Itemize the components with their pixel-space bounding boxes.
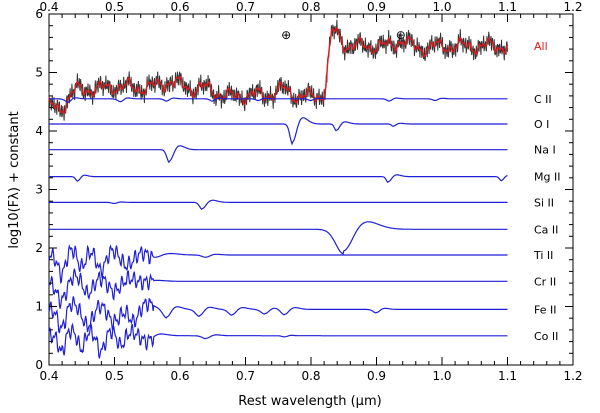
x-tick-label-top: 0.8 [301,0,320,14]
y-axis-title: log10(Fλ) + constant [7,111,22,248]
series-line-fe-ii [48,296,508,334]
axis-ticks: 0.4 0.4 0.5 0.5 0.6 0.6 0.7 0.7 0.8 0.8 0.9 0.9 1.0 1… [35,0,582,383]
spectrum-curves [48,19,509,359]
telluric-marker: ⊕ [396,28,406,42]
series-line-cr-ii [48,268,508,309]
x-tick-label-top: 0.4 [39,0,58,14]
series-label-mg-ii: Mg II [534,171,560,184]
series-line-o-i [49,117,508,146]
y-tick-label: 3 [35,183,43,197]
x-tick-label: 1.0 [432,369,451,383]
telluric-marker: ⊕ [281,28,291,42]
y-tick-label: 5 [35,66,43,80]
series-line-ca-ii [49,221,508,255]
ion-labels: All C II O I Na I Mg II Si II Ca II Ti II Cr II F… [533,40,560,343]
x-tick-label: 0.4 [39,369,58,383]
y-tick-label: 4 [35,124,43,138]
x-tick-label-top: 1.2 [563,0,582,14]
x-tick-label: 0.8 [301,369,320,383]
observed-spectrum-line [48,19,508,121]
series-line-all [48,27,509,114]
x-tick-label-top: 0.7 [236,0,255,14]
series-label-cr-ii: Cr II [534,275,556,288]
series-line-na-i [49,145,508,164]
series-label-ca-ii: Ca II [534,223,558,236]
series-label-all: All [534,40,548,53]
y-tick-label: 1 [35,300,43,314]
x-tick-label: 0.6 [170,369,189,383]
x-tick-label: 0.7 [236,369,255,383]
series-line-mg-ii [49,174,508,183]
x-tick-label: 1.1 [498,369,517,383]
x-tick-label: 0.5 [105,369,124,383]
y-tick-label: 6 [35,7,43,21]
x-tick-label: 1.2 [563,369,582,383]
series-label-si-ii: Si II [534,196,554,209]
series-line-si-ii [49,199,508,211]
x-axis-title: Rest wavelength (μm) [238,394,381,409]
series-label-co-ii: Co II [534,330,558,343]
series-label-o-i: O I [534,118,549,131]
series-line-ti-ii [48,243,508,284]
x-tick-label: 0.9 [367,369,386,383]
series-label-fe-ii: Fe II [534,303,556,316]
series-line-c-ii [49,97,508,103]
x-tick-label-top: 0.6 [170,0,189,14]
telluric-markers: ⊕ ⊕ [281,28,406,42]
y-tick-label: 0 [35,358,43,372]
x-tick-label-top: 1.1 [498,0,517,14]
series-line-co-ii [48,322,508,359]
x-tick-label-top: 0.9 [367,0,386,14]
series-label-ti-ii: Ti II [533,249,553,262]
series-label-c-ii: C II [534,93,552,106]
series-label-na-i: Na I [534,144,556,157]
y-tick-label: 2 [35,241,43,255]
x-tick-label-top: 1.0 [432,0,451,14]
x-tick-label-top: 0.5 [105,0,124,14]
